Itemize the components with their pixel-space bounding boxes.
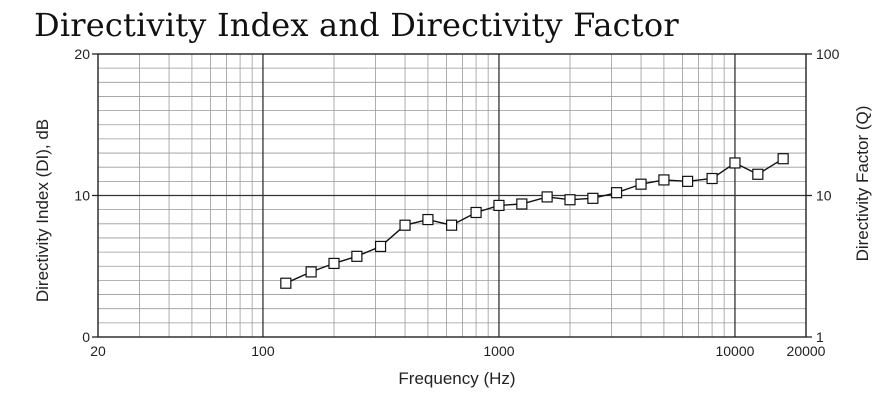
y2-tick-label: 1 [816,329,824,345]
data-point-marker [516,198,528,210]
data-point-marker [541,191,553,203]
data-point-marker [422,213,434,226]
data-point-marker [777,153,789,165]
x-tick-label: 10000 [715,343,754,359]
x-tick-label: 20 [90,343,106,359]
data-point-marker [682,175,694,187]
x-axis-label: Frequency (Hz) [398,369,515,388]
data-point-marker [399,219,411,231]
data-point-marker [635,178,647,190]
axis-ticks [92,53,812,338]
data-point-marker [493,199,505,212]
chart-title: Directivity Index and Directivity Factor [34,6,679,44]
series-group [280,153,789,289]
data-point-marker [446,219,458,231]
y2-axis-label: Directivity Factor (Q) [853,106,872,262]
x-tick-label: 100 [251,343,275,359]
data-point-marker [374,240,387,253]
y-axis-label: Directivity Index (DI), dB [33,119,52,302]
data-point-marker [351,250,363,262]
grid-major [98,54,806,337]
data-point-marker [658,174,670,186]
data-point-marker [587,192,599,204]
series-line [285,158,784,284]
tick-labels: 20 100 1000 10000 20000 0 10 20 1 10 100 [74,46,839,359]
x-tick-label: 1000 [483,343,514,359]
y-tick-label: 10 [74,188,90,204]
data-point-marker [752,168,764,180]
x-tick-label: 20000 [787,343,826,359]
y2-tick-label: 100 [816,46,840,62]
data-point-marker [305,266,317,278]
data-point-marker [328,257,340,270]
y-tick-label: 0 [82,329,90,345]
data-point-marker [564,194,576,206]
y-tick-label: 20 [74,46,90,62]
data-point-marker [729,157,741,169]
data-point-marker [706,172,718,185]
data-point-marker [280,277,292,289]
data-point-marker [470,206,482,219]
y2-tick-label: 10 [816,188,832,204]
data-point-marker [610,187,623,199]
